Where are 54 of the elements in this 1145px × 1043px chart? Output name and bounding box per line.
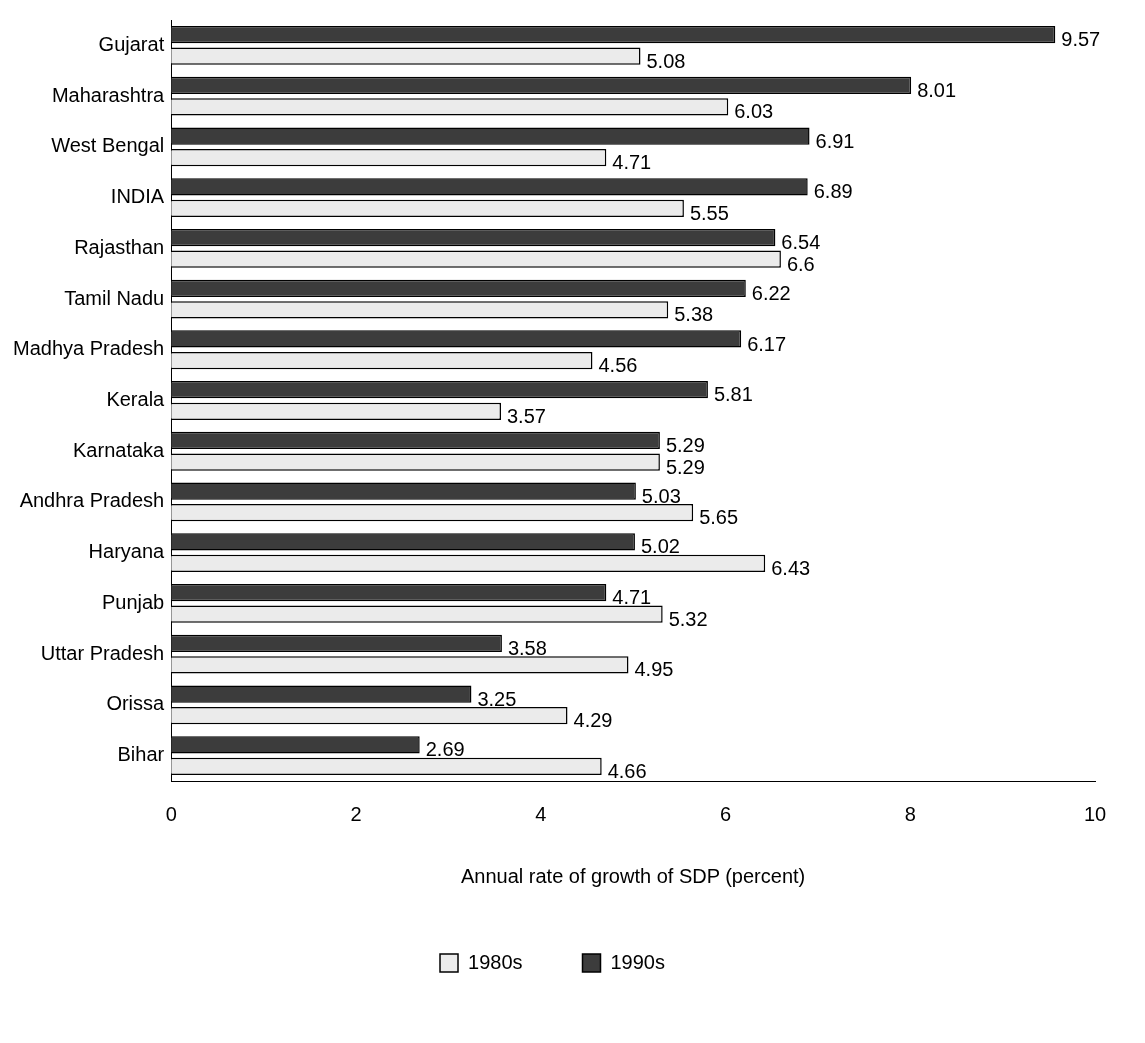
x-axis-title: Annual rate of growth of SDP (percent)	[460, 864, 806, 887]
data-label: 4.95	[634, 658, 674, 681]
data-label: 6.54	[781, 231, 821, 254]
data-label: 5.08	[646, 49, 686, 72]
y-tick-label: Gujarat	[98, 32, 165, 55]
data-label: 4.29	[573, 709, 613, 732]
y-tick-label: Orissa	[106, 692, 166, 715]
data-label: 6.22	[751, 281, 791, 304]
data-label: 5.29	[665, 433, 705, 456]
y-tick-label: West Bengal	[51, 134, 165, 157]
y-tick-label: Bihar	[117, 743, 165, 766]
data-label: 5.03	[641, 484, 681, 507]
y-tick-label: Andhra Pradesh	[19, 489, 165, 512]
data-label: 5.32	[668, 607, 708, 630]
data-label: 5.02	[640, 535, 680, 558]
data-label: 5.55	[689, 201, 729, 224]
y-tick-label: Madhya Pradesh	[13, 337, 165, 360]
data-label: 4.56	[598, 354, 638, 377]
y-tick-label: Maharashtra	[51, 83, 166, 106]
x-tick-label: 0	[165, 802, 177, 825]
y-tick-label: Uttar Pradesh	[40, 641, 165, 664]
data-label: 6.91	[815, 129, 855, 152]
data-label: 5.65	[699, 506, 739, 529]
x-tick-label: 10	[1083, 802, 1107, 825]
x-tick-label: 6	[719, 802, 732, 825]
y-tick-label: Rajasthan	[74, 235, 165, 258]
y-tick-label: Karnataka	[73, 438, 166, 461]
data-label: 4.71	[612, 586, 652, 609]
data-label: 6.89	[813, 180, 853, 203]
y-tick-label: Tamil Nadu	[64, 286, 165, 309]
x-tick-label: 2	[350, 802, 362, 825]
data-label: 2.69	[425, 738, 465, 761]
data-label: 9.57	[1061, 28, 1101, 51]
data-label: 5.38	[674, 303, 714, 326]
data-label: 6.43	[771, 557, 811, 579]
data-label: 4.66	[607, 759, 647, 782]
y-tick-label: Kerala	[106, 388, 166, 411]
data-label: 6.17	[747, 332, 787, 355]
y-tick-label: Punjab	[101, 590, 165, 613]
x-tick-label: 8	[904, 802, 916, 825]
legend-label: 1990s	[610, 950, 665, 973]
data-label: 6.6	[786, 252, 815, 275]
data-label: 8.01	[917, 78, 957, 101]
y-tick-label: Haryana	[88, 540, 166, 563]
data-label: 3.58	[507, 636, 547, 659]
legend-label: 1980s	[468, 950, 523, 973]
data-label: 4.71	[612, 151, 652, 174]
y-tick-label: INDIA	[110, 185, 165, 208]
x-tick-label: 4	[535, 802, 547, 825]
data-label: 6.03	[734, 100, 774, 123]
data-label: 5.29	[665, 455, 705, 478]
data-label: 3.25	[477, 687, 517, 710]
data-label: 5.81	[713, 383, 753, 406]
data-label: 3.57	[507, 404, 546, 427]
